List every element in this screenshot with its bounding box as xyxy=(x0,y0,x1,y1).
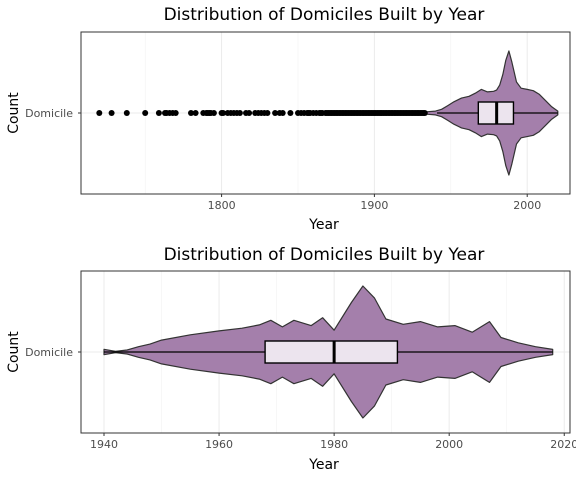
x-tick-label: 2000 xyxy=(435,438,463,451)
bottom-y-axis-title: Count xyxy=(6,331,22,373)
outlier-point xyxy=(220,110,227,116)
top-x-ticks: 1800 1900 2000 xyxy=(208,194,541,212)
outlier-point xyxy=(246,110,253,116)
top-chart-title: Distribution of Domiciles Built by Year xyxy=(164,5,485,25)
x-tick-label: 1940 xyxy=(90,438,118,451)
outlier-point xyxy=(287,110,294,116)
x-tick-label: 1980 xyxy=(320,438,348,451)
top-outlier-layer xyxy=(96,110,428,116)
outlier-point xyxy=(96,110,103,116)
x-tick-label: 1900 xyxy=(360,199,388,212)
bottom-category-label: Domicile xyxy=(25,346,73,359)
bottom-x-ticks: 1940 1960 1980 2000 2020 xyxy=(90,433,576,451)
outlier-point xyxy=(108,110,115,116)
top-violin-chart: Distribution of Domiciles Built by Year … xyxy=(6,5,571,233)
top-box-layer xyxy=(477,101,515,125)
top-x-axis-title: Year xyxy=(308,217,339,233)
iqr-box xyxy=(264,340,399,364)
outlier-point xyxy=(236,110,243,116)
outlier-point xyxy=(172,110,179,116)
outlier-point xyxy=(272,110,279,116)
outlier-point xyxy=(264,110,271,116)
x-tick-label: 1960 xyxy=(205,438,233,451)
outlier-point xyxy=(155,110,162,116)
outlier-point xyxy=(421,110,428,116)
bottom-chart-title: Distribution of Domiciles Built by Year xyxy=(164,245,485,265)
x-tick-label: 1800 xyxy=(208,199,236,212)
bottom-x-axis-title: Year xyxy=(308,457,339,473)
bottom-violin-chart: Distribution of Domiciles Built by Year … xyxy=(6,245,576,473)
top-category-label: Domicile xyxy=(25,107,73,120)
outlier-point xyxy=(188,110,194,116)
outlier-point xyxy=(123,110,130,116)
outlier-point xyxy=(279,110,286,116)
outlier-point xyxy=(142,110,149,116)
bottom-box-layer xyxy=(264,340,399,364)
outlier-point xyxy=(192,110,199,116)
outlier-point xyxy=(210,110,217,116)
x-tick-label: 2000 xyxy=(513,199,541,212)
x-tick-label: 2020 xyxy=(550,438,576,451)
top-y-axis-title: Count xyxy=(6,92,22,134)
